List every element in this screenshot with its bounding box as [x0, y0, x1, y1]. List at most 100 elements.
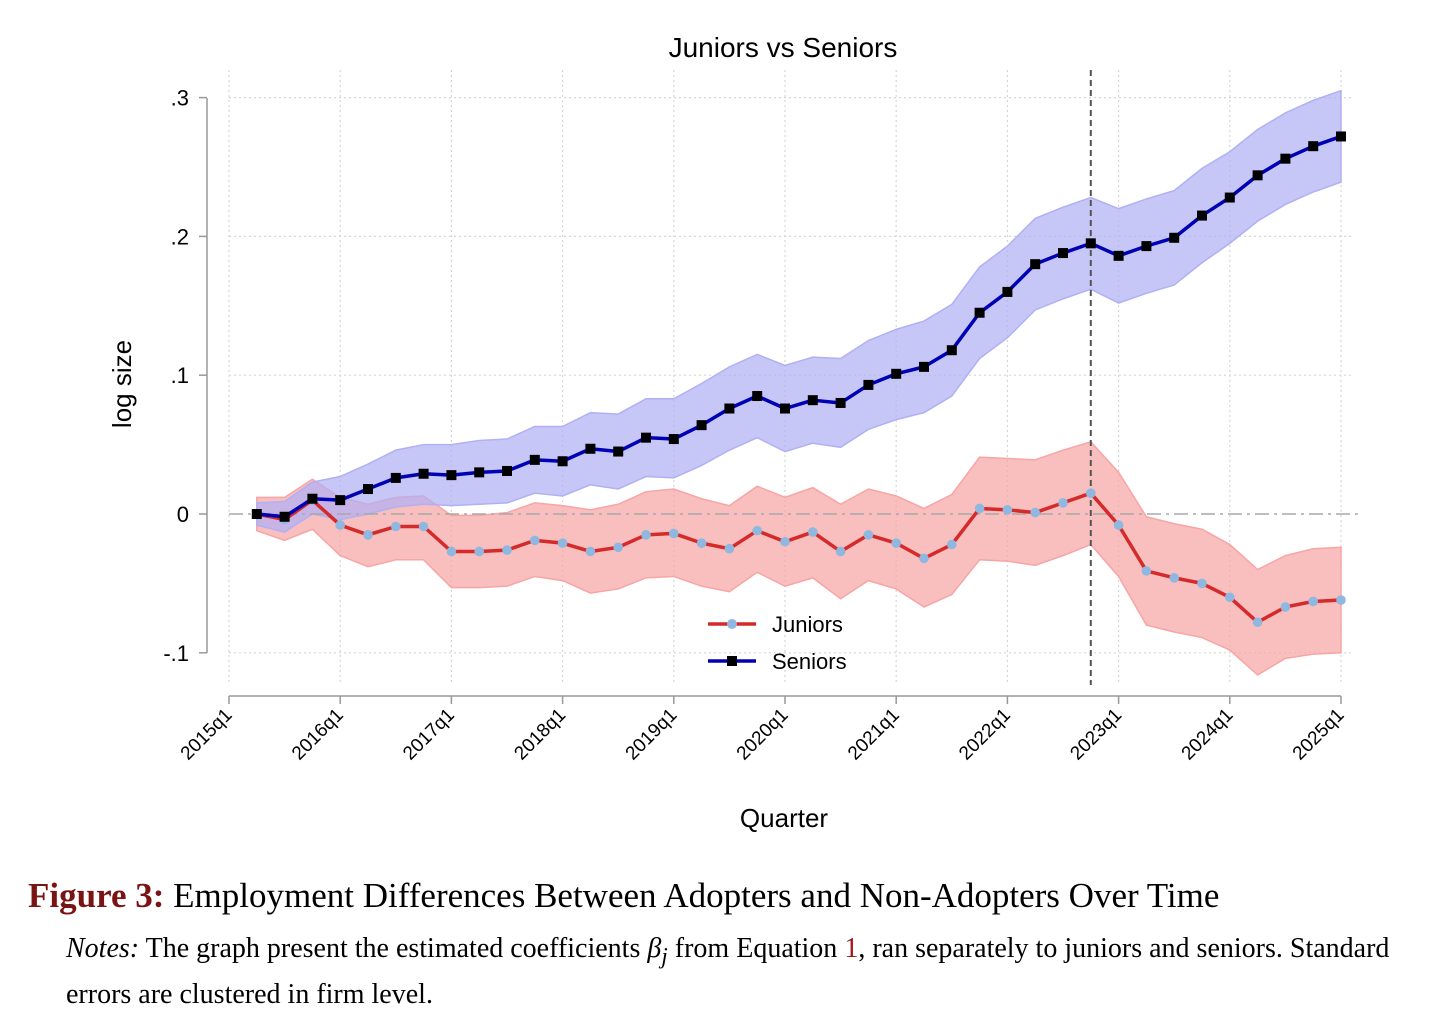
point-juniors	[363, 530, 373, 540]
point-seniors	[251, 509, 262, 519]
point-juniors	[418, 521, 429, 532]
x-tick-label: 2017q1	[399, 705, 459, 765]
point-seniors	[390, 472, 401, 483]
notes-text-after: , ran separately to juniors and seniors.…	[66, 933, 1390, 1010]
legend-seniors-label: Seniors	[772, 649, 847, 674]
line-seniors	[256, 134, 1342, 519]
point-juniors	[1280, 602, 1291, 612]
point-juniors	[1336, 595, 1346, 605]
point-juniors	[391, 521, 401, 532]
point-juniors	[1058, 498, 1068, 508]
equation-reference[interactable]: 1	[844, 933, 859, 964]
notes-text-middle: from Equation	[674, 933, 838, 964]
point-seniors	[641, 432, 651, 443]
figure-title: Employment Differences Between Adopters …	[173, 876, 1220, 915]
point-seniors	[1085, 238, 1096, 249]
y-axis-title: log size	[107, 340, 137, 428]
point-juniors	[641, 530, 651, 540]
reference-lines	[229, 70, 1361, 685]
x-tick-label: 2022q1	[955, 705, 1015, 765]
point-juniors	[1002, 505, 1013, 515]
point-seniors	[1002, 286, 1013, 297]
point-juniors	[1086, 488, 1096, 498]
y-tick-label: .2	[171, 224, 189, 249]
point-seniors	[919, 361, 929, 372]
figure-notes: Notes: The graph present the estimated c…	[66, 930, 1436, 1014]
point-seniors	[863, 379, 874, 390]
point-juniors	[780, 536, 790, 547]
beta-symbol: β	[647, 933, 662, 964]
point-seniors	[529, 454, 540, 465]
point-juniors	[1252, 617, 1263, 628]
notes-label: Notes:	[66, 933, 140, 964]
point-juniors	[808, 527, 818, 537]
point-seniors	[1030, 259, 1041, 270]
line-juniors	[256, 491, 1342, 625]
point-juniors	[863, 530, 874, 540]
series-markers	[251, 131, 1346, 628]
point-juniors	[891, 538, 901, 548]
point-seniors	[668, 434, 679, 445]
point-seniors	[1336, 131, 1346, 142]
y-tick-label: .3	[171, 86, 189, 111]
y-tick-label: 0	[177, 502, 189, 527]
point-seniors	[752, 391, 763, 402]
beta-subscript: j	[661, 943, 668, 970]
band-seniors	[256, 89, 1342, 533]
point-juniors	[613, 542, 623, 553]
point-juniors	[335, 520, 346, 530]
point-juniors	[1113, 520, 1124, 530]
point-seniors	[585, 443, 596, 454]
point-seniors	[1113, 250, 1124, 261]
point-juniors	[919, 553, 929, 564]
point-seniors	[1224, 192, 1235, 203]
point-juniors	[947, 539, 957, 550]
x-axis-title: Quarter	[740, 803, 828, 833]
point-seniors	[780, 403, 790, 414]
point-juniors	[974, 503, 985, 514]
point-juniors	[557, 538, 568, 548]
point-seniors	[502, 465, 512, 476]
x-tick-label: 2018q1	[510, 705, 570, 765]
point-juniors	[1141, 566, 1152, 576]
point-juniors	[502, 545, 512, 555]
point-seniors	[1169, 232, 1180, 243]
point-juniors	[585, 546, 596, 557]
point-juniors	[752, 525, 762, 536]
point-seniors	[1308, 141, 1319, 152]
x-tick-label: 2020q1	[733, 705, 793, 765]
x-tick-label: 2015q1	[177, 705, 237, 765]
point-seniors	[696, 420, 707, 431]
x-tick-label: 2016q1	[288, 705, 348, 765]
point-juniors	[669, 528, 679, 539]
point-seniors	[1058, 248, 1068, 259]
point-seniors	[335, 495, 346, 506]
chart-title: Juniors vs Seniors	[669, 32, 898, 63]
x-tick-label: 2024q1	[1178, 705, 1238, 765]
point-seniors	[363, 484, 373, 495]
notes-text-before: The graph present the estimated coeffici…	[145, 933, 641, 964]
point-juniors	[835, 546, 846, 557]
legend-juniors-label: Juniors	[772, 612, 843, 637]
legend-juniors-marker	[727, 619, 737, 629]
point-juniors	[1225, 592, 1235, 603]
x-tick-label: 2025q1	[1289, 705, 1349, 765]
point-seniors	[946, 345, 957, 356]
point-juniors	[1197, 578, 1207, 589]
point-seniors	[418, 468, 429, 479]
point-seniors	[1197, 210, 1207, 221]
legend: Juniors Seniors	[708, 612, 847, 674]
confidence-bands	[256, 89, 1342, 676]
point-juniors	[1308, 596, 1318, 607]
point-seniors	[613, 446, 624, 457]
point-seniors	[307, 493, 318, 504]
point-seniors	[446, 470, 457, 481]
point-juniors	[1169, 573, 1179, 583]
point-juniors	[724, 543, 735, 554]
point-seniors	[974, 307, 985, 318]
point-seniors	[891, 368, 902, 379]
point-seniors	[835, 397, 846, 408]
point-juniors	[530, 535, 540, 546]
x-tick-label: 2021q1	[844, 705, 904, 765]
y-tick-label: -.1	[163, 641, 189, 666]
